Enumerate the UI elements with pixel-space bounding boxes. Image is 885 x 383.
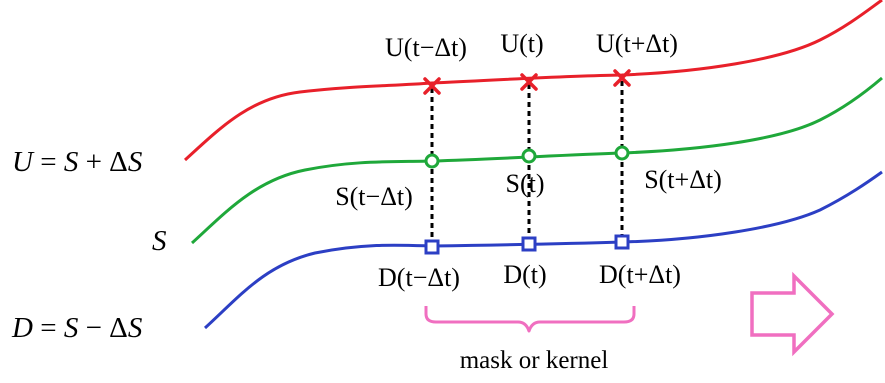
marker-s-t-plus bbox=[614, 145, 630, 161]
marker-d-t-minus bbox=[424, 239, 440, 255]
arrow-right-icon bbox=[750, 271, 835, 357]
curve-upper-u bbox=[183, 0, 883, 162]
marker-u-t-plus bbox=[613, 69, 631, 87]
marker-s-t bbox=[521, 148, 537, 164]
equation-s: S bbox=[152, 225, 167, 257]
marker-s-t-minus bbox=[424, 153, 440, 169]
marker-u-t bbox=[520, 73, 538, 91]
marker-d-t-plus bbox=[614, 234, 630, 250]
marker-u-t-minus bbox=[423, 77, 441, 95]
equation-d: D = S − ΔS bbox=[11, 312, 143, 344]
label-u-t-plus: U(t+Δt) bbox=[596, 29, 678, 58]
label-d-t-plus: D(t+Δt) bbox=[599, 260, 681, 289]
curve-middle-s bbox=[190, 76, 883, 245]
equation-u: U = S + ΔS bbox=[12, 146, 143, 178]
label-u-t: U(t) bbox=[500, 29, 543, 58]
label-d-t: D(t) bbox=[503, 260, 546, 289]
label-s-t-minus: S(t−Δt) bbox=[335, 182, 413, 211]
label-s-t-plus: S(t+Δt) bbox=[644, 165, 722, 194]
marker-d-t bbox=[521, 236, 537, 252]
bracket-label: mask or kernel bbox=[460, 347, 609, 374]
mask-bracket bbox=[424, 306, 636, 333]
label-d-t-minus: D(t−Δt) bbox=[378, 263, 460, 292]
label-s-t: S(t) bbox=[506, 169, 545, 198]
label-u-t-minus: U(t−Δt) bbox=[385, 33, 467, 62]
